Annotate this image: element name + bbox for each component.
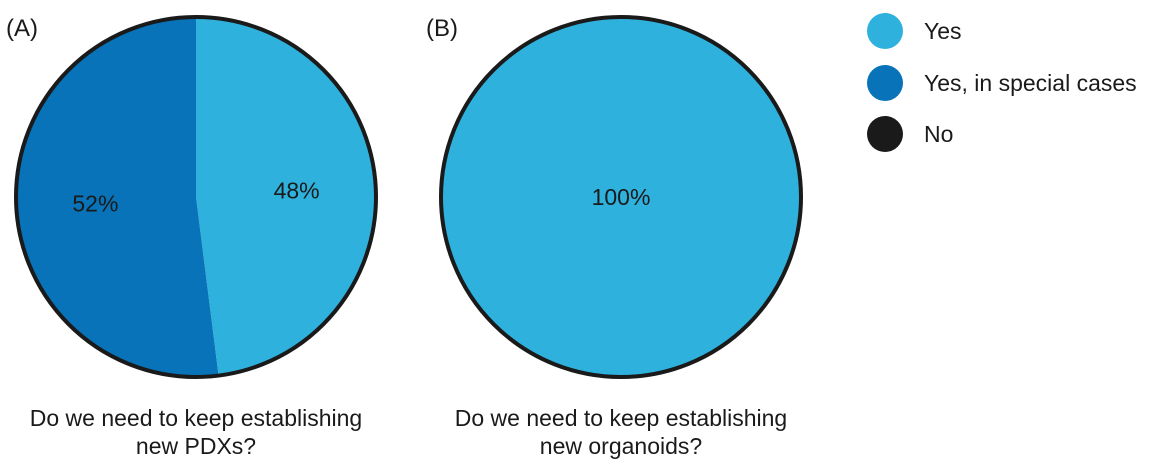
- pie-b-caption-line-1: Do we need to keep establishing: [455, 405, 787, 431]
- pie-a-caption-line-2: new PDXs?: [136, 433, 256, 459]
- legend-swatch-yes-special: [867, 65, 903, 101]
- legend-label-no: No: [924, 121, 953, 147]
- legend-swatch-yes: [867, 13, 903, 49]
- pie-b-slice-yes: [441, 17, 801, 377]
- legend-item-yes-special: Yes, in special cases: [867, 65, 1137, 101]
- panel-b: (B) 100% Do we need to keep establishing…: [426, 15, 803, 459]
- panel-b-label: (B): [426, 15, 458, 42]
- legend-label-yes-special: Yes, in special cases: [924, 70, 1137, 96]
- pie-a-slice-yes-in-special-cases-label: 52%: [72, 190, 118, 216]
- legend: Yes Yes, in special cases No: [867, 13, 1137, 152]
- pie-b-outline: [439, 15, 803, 379]
- pie-a-caption-line-1: Do we need to keep establishing: [30, 405, 362, 431]
- legend-label-yes: Yes: [924, 18, 962, 44]
- pie-b: 100%: [439, 15, 803, 379]
- pie-a-slice-yes-label: 48%: [274, 178, 320, 204]
- pie-a-slice-yes: [196, 17, 377, 376]
- pie-b-caption-line-2: new organoids?: [540, 433, 702, 459]
- legend-item-no: No: [867, 116, 953, 152]
- legend-swatch-no: [867, 116, 903, 152]
- panel-a-label: (A): [6, 15, 38, 42]
- pie-a: 48% 52%: [14, 15, 378, 379]
- pie-b-slice-yes-label: 100%: [592, 184, 651, 210]
- panel-a: (A) 48% 52% Do we need to keep establishi…: [6, 15, 378, 459]
- legend-item-yes: Yes: [867, 13, 962, 49]
- pie-a-slice-yes-in-special-cases: [16, 17, 219, 377]
- pie-a-outline: [14, 15, 378, 379]
